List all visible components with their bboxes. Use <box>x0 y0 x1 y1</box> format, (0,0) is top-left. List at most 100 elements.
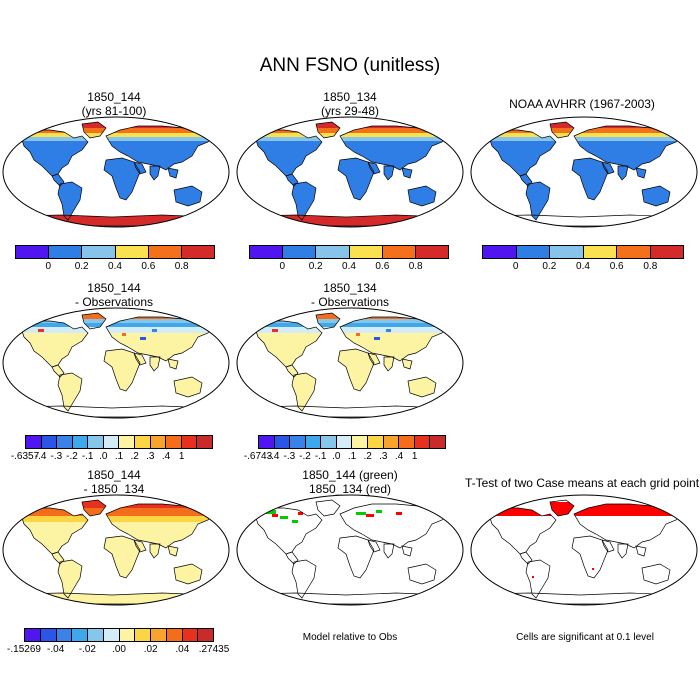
colorbar-tick-label: -.2 <box>66 451 78 462</box>
colorbar-box <box>151 629 167 641</box>
colorbar-tick-label: 0.6 <box>141 261 156 272</box>
colorbar-box <box>352 436 369 448</box>
land-northAmerica <box>20 130 88 176</box>
coastline-greenland <box>81 121 107 139</box>
coastline-arabia <box>601 539 615 553</box>
coastline-northAmerica <box>19 507 89 555</box>
coastline-eurasia <box>573 503 683 549</box>
colorbar-tick-label: .1 <box>114 451 124 462</box>
colorbar-box <box>197 436 212 448</box>
land-centralAmerica <box>286 365 298 377</box>
colorbar-tick-label: 0 <box>512 261 519 272</box>
colorbar-box <box>321 436 337 448</box>
snow-band-1 <box>488 508 682 516</box>
coastline-greenland <box>549 499 575 517</box>
grid-cell-0 <box>140 337 146 340</box>
panel-title-2-line2: (yrs 29-48) <box>320 104 379 118</box>
grid-cell-0 <box>532 576 534 578</box>
panel-title-4-line2: - Observations <box>74 295 154 309</box>
coastline-northAmerica <box>19 129 89 177</box>
coastline-australia <box>173 376 203 398</box>
colorbar-4 <box>25 435 213 449</box>
panel-title-7-line1: 1850_144 (green) <box>302 468 398 482</box>
colorbar-3 <box>482 245 684 259</box>
land-africa <box>572 158 608 200</box>
coastline-southAmerica <box>525 559 551 599</box>
grid-cell-3 <box>356 512 366 515</box>
colorbar-box <box>41 436 58 448</box>
panel-title-4-line1: 1850_144 <box>87 281 141 295</box>
panel-title-8-line1: T-Test of two Case means at each grid po… <box>464 476 700 490</box>
panel-title-6-line1: 1850_144 <box>87 468 141 482</box>
colorbar-box <box>259 436 275 448</box>
coastline-southAmerica <box>57 372 83 412</box>
land-southAmerica <box>292 182 316 220</box>
coastline-eurasia <box>339 316 449 362</box>
coastline-southAmerica <box>57 181 83 221</box>
colorbar-tick-label: -.02 <box>78 644 96 655</box>
colorbar-tick-label: 0 <box>45 261 52 272</box>
grid-cell-0 <box>374 337 380 340</box>
panel-title-3-line1: NOAA AVHRR (1967-2003) <box>509 97 655 111</box>
panel-title-5-line1: 1850_134 <box>323 281 377 295</box>
colorbar-box <box>119 629 136 641</box>
colorbar-tick-label: 0.2 <box>308 261 323 272</box>
panel-title-2: 1850_134 (yrs 29-48) <box>240 90 460 118</box>
coastline-australia <box>641 185 671 207</box>
colorbar-tick-label: .04 <box>175 644 190 655</box>
coastline-southAmerica <box>291 372 317 412</box>
land-southAmerica <box>58 373 82 411</box>
coastline-arabia <box>367 352 381 366</box>
colorbar-5 <box>258 435 446 449</box>
colorbar-tick-label: .3 <box>146 451 155 462</box>
colorbar-box <box>16 246 50 258</box>
coastline-northAmerica <box>253 320 323 368</box>
colorbar-box <box>150 436 167 448</box>
colorbar-tick-label: 0.2 <box>74 261 89 272</box>
map-border <box>470 116 698 228</box>
grid-cell-8 <box>396 512 402 515</box>
map-panel-7 <box>236 494 464 606</box>
colorbar-box <box>88 436 104 448</box>
colorbar-box <box>368 436 384 448</box>
panel-title-1-line1: 1850_144 <box>87 90 141 104</box>
land-centralAmerica <box>286 174 298 186</box>
panel-title-5-line2: - Observations <box>310 295 390 309</box>
colorbar-tick-label: -.1 <box>81 451 94 462</box>
land-northAmerica <box>488 130 556 176</box>
land-northAmerica <box>254 130 322 176</box>
colorbar-tick-label: 0.2 <box>542 261 557 272</box>
colorbar-tick-label: -.3 <box>283 451 296 462</box>
colorbar-box <box>250 246 284 258</box>
land-seAsia <box>402 168 412 178</box>
coastline-eurasia <box>105 503 215 549</box>
colorbar-box <box>382 246 416 258</box>
coastline-australia <box>407 185 437 207</box>
coastline-arabia <box>133 161 147 175</box>
coastline-northAmerica <box>487 507 557 555</box>
colorbar-box <box>148 246 182 258</box>
colorbar-box <box>103 629 120 641</box>
map-panel-3 <box>470 116 698 228</box>
coastline-africa <box>103 348 141 392</box>
land-australia <box>642 186 670 206</box>
colorbar-box <box>26 436 42 448</box>
coastline-seAsia <box>167 358 179 370</box>
colorbar-tick-label: .2 <box>363 451 372 462</box>
land-seAsia <box>168 359 178 369</box>
coastline-greenland <box>81 312 107 330</box>
map-panel-2 <box>236 116 464 228</box>
land-australia <box>174 564 202 584</box>
panel-title-6-line2: - 1850_134 <box>83 482 145 496</box>
colorbar-box <box>650 246 683 258</box>
colorbar-box <box>182 629 199 641</box>
colorbar-tick-label: 1 <box>411 451 418 462</box>
grid-cell-1 <box>592 568 594 570</box>
coastline-australia <box>407 563 437 585</box>
coastline-eurasia <box>105 125 215 171</box>
coastline-southAmerica <box>57 559 83 599</box>
land-centralAmerica <box>52 174 64 186</box>
map-panel-1 <box>2 116 230 228</box>
colorbar-box <box>415 246 449 258</box>
grid-cell-0 <box>266 510 276 514</box>
